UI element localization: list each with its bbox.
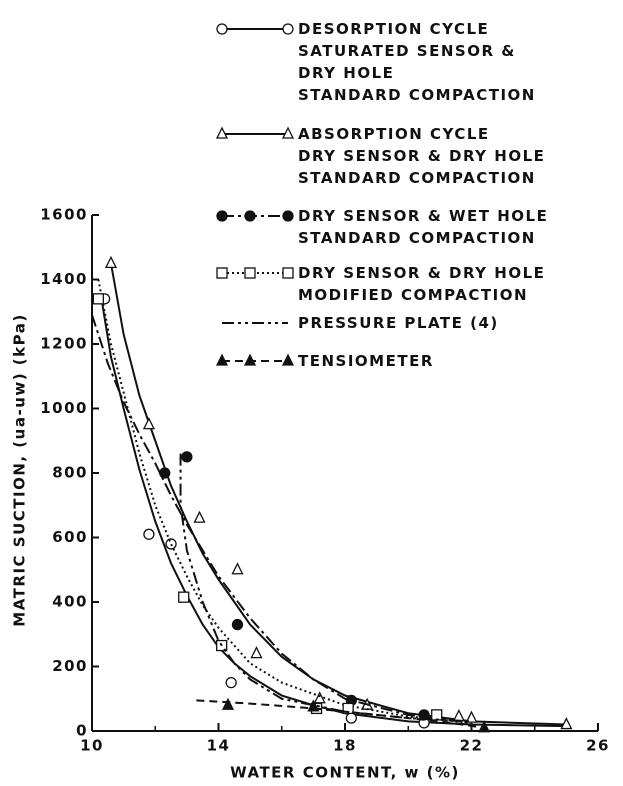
y-tick-label: 200 [52, 657, 88, 675]
legend-marker [244, 210, 256, 222]
y-axis-label: MATRIC SUCTION, (ua-uw) (kPa) [11, 313, 29, 626]
point [231, 562, 244, 575]
point [478, 720, 491, 733]
point [307, 699, 320, 712]
x-tick-label: 18 [333, 737, 357, 755]
point [345, 712, 357, 724]
x-axis-label: WATER CONTENT, w (%) [230, 764, 460, 782]
legend-label: ABSORPTION CYCLE DRY SENSOR & DRY HOLE S… [298, 125, 546, 187]
legend-marker [281, 353, 295, 366]
fit-curve [97, 279, 472, 724]
y-tick-label: 800 [52, 464, 88, 482]
y-tick-label: 1200 [40, 335, 88, 353]
point [431, 709, 443, 721]
legend-label: TENSIOMETER [298, 352, 434, 370]
legend-label: PRESSURE PLATE (4) [298, 314, 499, 332]
legend-label: DRY SENSOR & DRY HOLE MODIFIED COMPACTIO… [298, 264, 546, 304]
y-tick-label: 600 [52, 528, 88, 546]
fit-curve [91, 314, 472, 724]
legend-label: DRY SENSOR & WET HOLE STANDARD COMPACTIO… [298, 207, 549, 247]
legend-marker [244, 267, 256, 279]
legend-marker [216, 210, 228, 222]
legend-marker [282, 23, 294, 35]
point [452, 709, 465, 722]
legend-marker [216, 23, 228, 35]
legend-marker [282, 210, 294, 222]
point [225, 676, 237, 689]
point [142, 417, 155, 430]
point [560, 717, 573, 730]
point [231, 618, 244, 631]
point [181, 451, 193, 463]
x-tick-label: 22 [460, 737, 484, 755]
legend-marker [216, 267, 228, 279]
legend-marker [215, 126, 229, 139]
legend-marker [243, 353, 257, 366]
point [92, 293, 104, 305]
y-tick-label: 0 [76, 722, 88, 740]
point [313, 691, 326, 704]
point [165, 538, 177, 550]
fit-curve [196, 699, 485, 729]
x-tick-label: 10 [80, 737, 104, 755]
y-tick-label: 400 [52, 593, 88, 611]
point [193, 510, 206, 523]
fit-curve [109, 263, 567, 726]
x-tick-label: 14 [207, 737, 231, 755]
point [159, 467, 171, 479]
point [178, 591, 190, 603]
point [221, 697, 235, 710]
legend-marker [215, 353, 229, 366]
point [143, 528, 155, 540]
y-tick-label: 1600 [40, 206, 88, 224]
legend-marker [282, 267, 294, 279]
legend-label: DESORPTION CYCLE SATURATED SENSOR & DRY … [298, 20, 536, 104]
point [342, 702, 354, 715]
point [250, 646, 263, 659]
legend-marker [281, 126, 295, 139]
y-tick-label: 1400 [40, 270, 88, 288]
x-tick-label: 26 [586, 737, 610, 755]
y-tick-label: 1000 [40, 399, 88, 417]
point [104, 255, 118, 269]
